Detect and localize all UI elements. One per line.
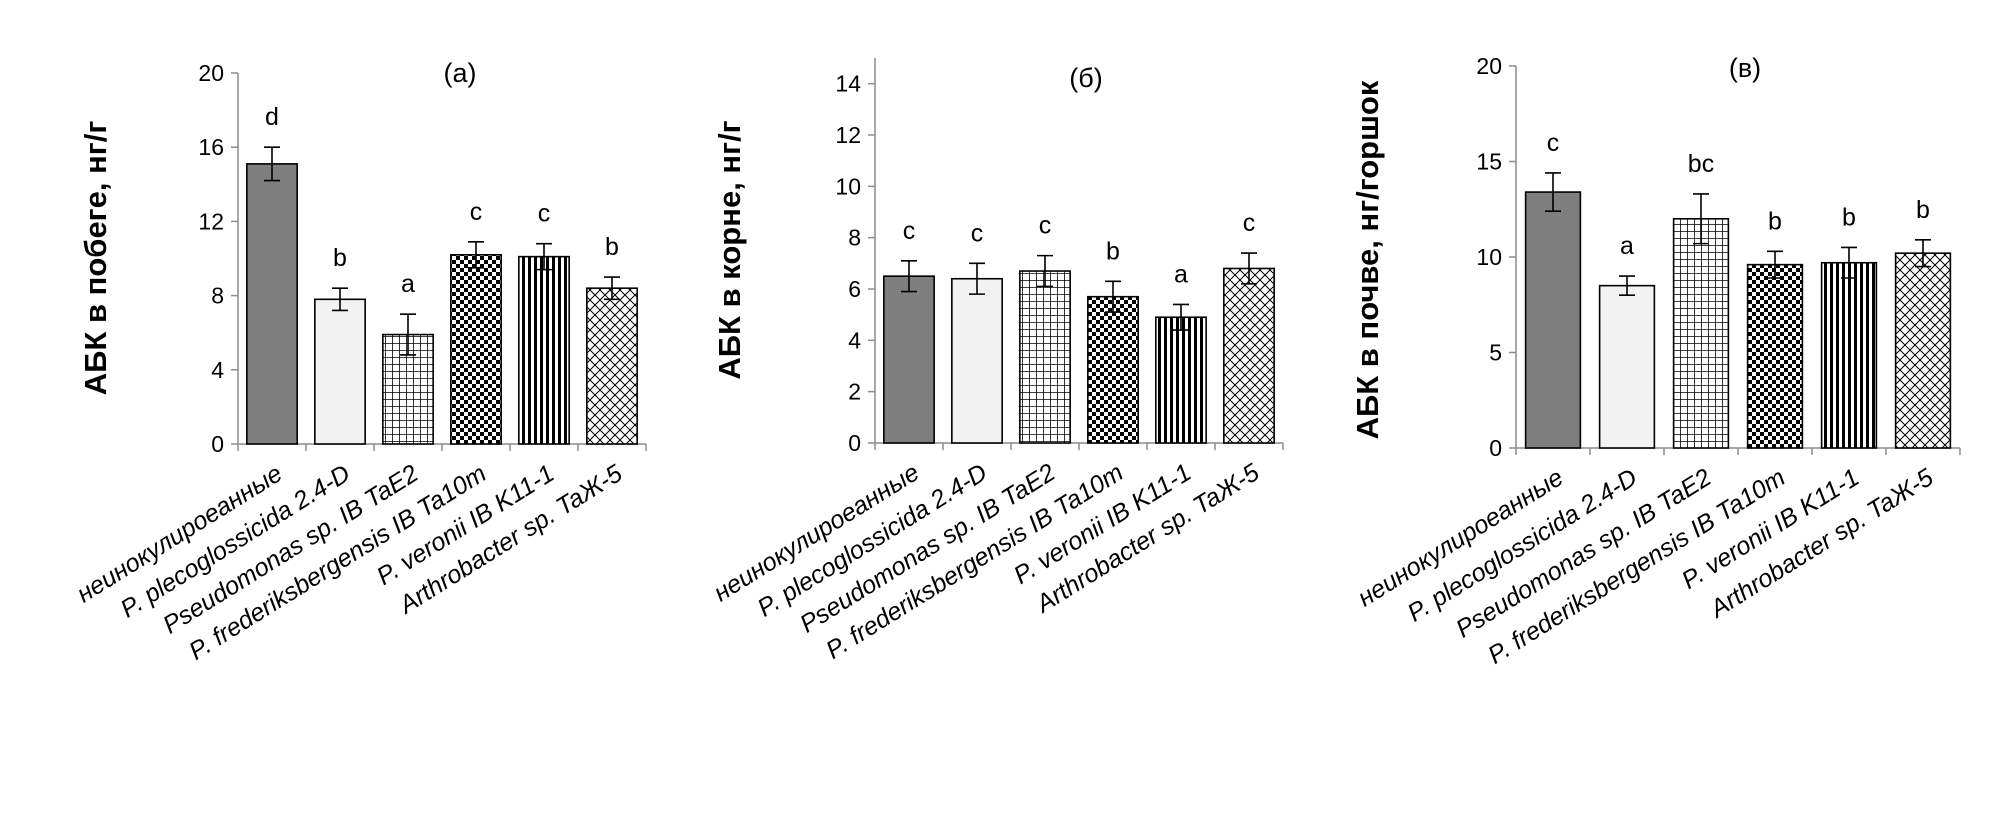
error-bar: [536, 242, 552, 271]
significance-label: b: [605, 233, 619, 261]
significance-label: a: [401, 270, 415, 298]
y-axis-title: АБК в почве, нг/горшок: [1350, 80, 1385, 439]
bar-5: [1155, 316, 1207, 444]
significance-label: b: [1768, 207, 1782, 235]
y-tick-label: 14: [835, 71, 861, 97]
y-tick-label: 0: [211, 431, 224, 457]
y-tick-label: 10: [1476, 244, 1502, 270]
significance-label: a: [1174, 260, 1188, 288]
y-tick-label: 6: [848, 276, 861, 302]
significance-label: b: [1916, 196, 1930, 224]
bar-1: [883, 275, 935, 444]
panel-title: (б): [1069, 63, 1102, 93]
error-bar: [1841, 246, 1857, 279]
y-tick-label: 4: [211, 357, 224, 383]
error-bar: [1767, 250, 1783, 279]
y-tick-label: 20: [1476, 53, 1502, 79]
y-tick-label: 8: [211, 283, 224, 309]
error-bar: [901, 259, 917, 293]
error-bar: [1619, 275, 1635, 296]
significance-label: b: [1106, 237, 1120, 265]
error-bar: [604, 276, 620, 301]
bar-2: [1598, 284, 1656, 449]
y-axis-title: АБК в побеге, нг/г: [78, 121, 113, 396]
significance-label: c: [470, 198, 483, 226]
error-bar: [1037, 254, 1053, 288]
bar-4: [1746, 263, 1804, 449]
bar-5: [1820, 261, 1878, 449]
bar-3: [1019, 270, 1071, 444]
significance-label: c: [1039, 212, 1052, 240]
y-tick-label: 15: [1476, 149, 1502, 175]
y-tick-label: 10: [835, 173, 861, 199]
bar-3: [1672, 218, 1730, 449]
error-bar: [1105, 280, 1121, 313]
significance-label: c: [903, 217, 916, 245]
y-tick-label: 0: [848, 430, 861, 456]
significance-label: c: [1547, 129, 1560, 157]
bar-4: [450, 253, 502, 445]
y-tick-label: 4: [848, 327, 861, 353]
error-bar: [1915, 239, 1931, 268]
y-tick-label: 12: [835, 122, 861, 148]
y-tick-label: 2: [848, 379, 861, 405]
error-bar: [1545, 172, 1561, 212]
significance-label: a: [1620, 232, 1634, 260]
bar-1: [1524, 191, 1582, 449]
bar-6: [586, 287, 638, 445]
significance-label: c: [538, 200, 551, 228]
error-bar: [468, 241, 484, 269]
y-tick-label: 0: [1489, 435, 1502, 461]
error-bar: [332, 287, 348, 312]
bar-4: [1087, 295, 1139, 444]
panel-title: (в): [1729, 53, 1761, 83]
error-bar: [1693, 193, 1709, 245]
bar-6: [1894, 252, 1952, 449]
y-axis-title: АБК в корне, нг/г: [712, 120, 747, 379]
significance-label: b: [333, 244, 347, 272]
significance-label: c: [971, 219, 984, 247]
bar-5: [518, 255, 570, 445]
significance-label: b: [1842, 203, 1856, 231]
bar-6: [1223, 267, 1275, 444]
error-bar: [1241, 252, 1257, 285]
significance-label: bc: [1688, 150, 1714, 178]
error-bar: [1173, 303, 1189, 331]
significance-label: d: [265, 103, 279, 131]
y-tick-label: 5: [1489, 340, 1502, 366]
error-bar: [400, 313, 416, 356]
y-tick-label: 12: [198, 208, 224, 234]
error-bar: [264, 146, 280, 182]
bar-2: [951, 277, 1003, 444]
y-tick-label: 8: [848, 225, 861, 251]
error-bar: [969, 262, 985, 295]
y-tick-label: 20: [198, 60, 224, 86]
bar-1: [246, 163, 298, 445]
y-tick-label: 16: [198, 134, 224, 160]
panel-title: (a): [444, 58, 477, 88]
significance-label: c: [1243, 209, 1256, 237]
bar-2: [314, 298, 366, 445]
